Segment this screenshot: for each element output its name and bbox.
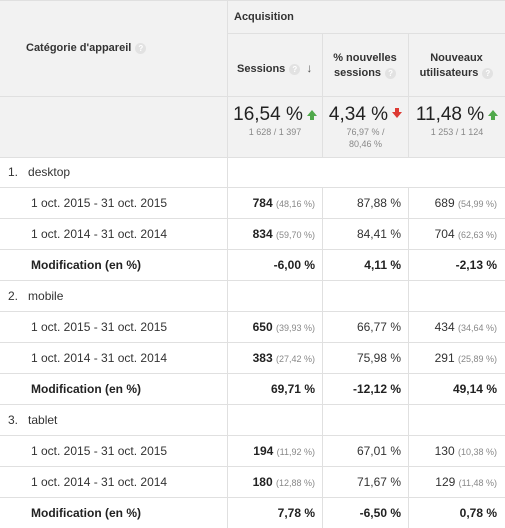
divider <box>0 435 505 436</box>
new-sessions-cell: 66,77 % <box>356 320 401 334</box>
group-row-tablet[interactable]: 3. tablet <box>8 413 57 427</box>
new-sessions-cell: 67,01 % <box>356 444 401 458</box>
total-value: 11,48 % <box>415 104 485 125</box>
row-label: 1 oct. 2015 - 31 oct. 2015 <box>31 444 168 458</box>
sort-descending-icon[interactable]: ↓ <box>306 61 313 75</box>
dimension-header[interactable]: Catégorie d'appareil? <box>26 42 147 54</box>
divider <box>0 466 505 467</box>
column-header-label: % nouvelles <box>333 52 397 64</box>
change-new-sessions: -12,12 % <box>352 382 401 396</box>
change-label: Modification (en %) <box>31 506 141 520</box>
dimension-header-label: Catégorie d'appareil <box>26 42 132 54</box>
column-header-label: Sessions <box>237 63 286 75</box>
total-new-users: 11,48 % 1 253 / 1 124 <box>409 104 505 138</box>
total-sub: 76,97 % / <box>346 127 385 137</box>
change-label: Modification (en %) <box>31 382 141 396</box>
row-label: 1 oct. 2015 - 31 oct. 2015 <box>31 196 168 210</box>
group-index: 2. <box>8 289 19 303</box>
new-users-cell: 291 (25,89 %) <box>434 351 497 365</box>
divider <box>0 96 505 97</box>
group-row-desktop[interactable]: 1. desktop <box>8 165 70 179</box>
divider <box>408 188 409 528</box>
trend-up-icon <box>488 110 499 120</box>
change-new-sessions: 4,11 % <box>364 258 401 272</box>
total-sessions: 16,54 % 1 628 / 1 397 <box>228 104 322 138</box>
new-sessions-cell: 71,67 % <box>356 475 401 489</box>
change-new-users: 49,14 % <box>452 382 497 396</box>
total-sub: 1 628 / 1 397 <box>248 127 302 137</box>
divider <box>0 311 505 312</box>
column-header-label: sessions <box>333 67 382 79</box>
new-sessions-cell: 87,88 % <box>356 196 401 210</box>
divider <box>0 218 505 219</box>
group-name-link[interactable]: mobile <box>28 289 64 303</box>
change-new-users: 0,78 % <box>459 506 497 520</box>
new-users-cell: 704 (62,63 %) <box>434 227 497 241</box>
column-header-sessions[interactable]: Sessions? ↓ <box>237 61 312 75</box>
group-index: 3. <box>8 413 19 427</box>
new-users-cell: 129 (11,48 %) <box>435 475 497 489</box>
column-header-label: Nouveaux <box>430 52 483 64</box>
divider <box>0 373 505 374</box>
row-label: 1 oct. 2015 - 31 oct. 2015 <box>31 320 168 334</box>
sessions-cell: 194 (11,92 %) <box>253 444 315 458</box>
column-header-new-users[interactable]: Nouveaux utilisateurs? <box>408 51 505 81</box>
help-icon[interactable]: ? <box>135 42 147 54</box>
row-label: 1 oct. 2014 - 31 oct. 2014 <box>31 351 168 365</box>
row-label: 1 oct. 2014 - 31 oct. 2014 <box>31 475 168 489</box>
total-sub: 1 253 / 1 124 <box>430 127 484 137</box>
divider <box>0 280 505 281</box>
trend-up-icon <box>306 110 317 120</box>
row-label: 1 oct. 2014 - 31 oct. 2014 <box>31 227 168 241</box>
sessions-cell: 650 (39,93 %) <box>252 320 315 334</box>
column-header-new-sessions[interactable]: % nouvelles sessions? <box>322 51 408 81</box>
new-users-cell: 689 (54,99 %) <box>434 196 497 210</box>
change-sessions: 69,71 % <box>270 382 315 396</box>
divider <box>322 188 323 528</box>
new-sessions-cell: 84,41 % <box>356 227 401 241</box>
total-value: 16,54 % <box>233 104 303 125</box>
table-header-background <box>0 0 505 158</box>
divider <box>0 497 505 498</box>
sessions-cell: 383 (27,42 %) <box>252 351 315 365</box>
change-sessions: -6,00 % <box>273 258 315 272</box>
total-new-sessions: 4,34 % 76,97 % / 80,46 % <box>323 104 408 150</box>
divider <box>0 404 505 405</box>
change-label: Modification (en %) <box>31 258 141 272</box>
sessions-cell: 784 (48,16 %) <box>252 196 315 210</box>
new-sessions-cell: 75,98 % <box>356 351 401 365</box>
total-sub: 80,46 % <box>348 139 383 149</box>
new-users-cell: 434 (34,64 %) <box>434 320 497 334</box>
change-new-users: -2,13 % <box>455 258 497 272</box>
group-row-mobile[interactable]: 2. mobile <box>8 289 63 303</box>
divider <box>0 157 505 158</box>
divider <box>227 0 228 528</box>
divider <box>0 342 505 343</box>
column-header-label: utilisateurs <box>419 67 479 79</box>
group-index: 1. <box>8 165 19 179</box>
change-new-sessions: -6,50 % <box>359 506 401 520</box>
divider <box>0 187 505 188</box>
group-name-link[interactable]: tablet <box>28 413 58 427</box>
divider <box>0 249 505 250</box>
divider <box>228 33 505 34</box>
new-users-cell: 130 (10,38 %) <box>434 444 497 458</box>
divider <box>0 0 505 1</box>
change-sessions: 7,78 % <box>277 506 315 520</box>
group-header-acquisition: Acquisition <box>234 11 294 23</box>
total-value: 4,34 % <box>328 104 389 125</box>
help-icon[interactable]: ? <box>385 67 397 79</box>
help-icon[interactable]: ? <box>482 67 494 79</box>
group-name-link[interactable]: desktop <box>28 165 71 179</box>
sessions-cell: 180 (12,88 %) <box>252 475 315 489</box>
trend-down-icon <box>392 108 403 118</box>
sessions-cell: 834 (59,70 %) <box>252 227 315 241</box>
help-icon[interactable]: ? <box>289 63 301 75</box>
